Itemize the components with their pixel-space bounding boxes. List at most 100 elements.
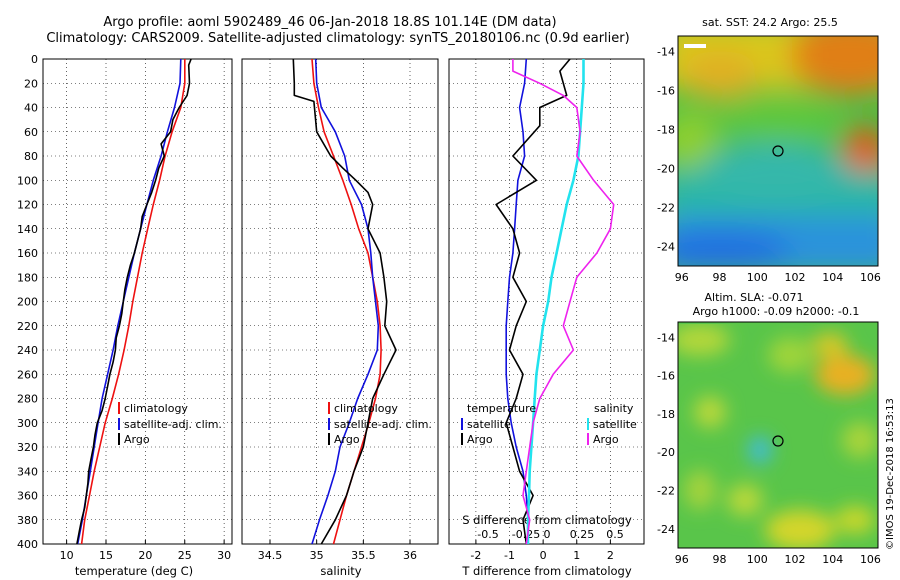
depth-tick-label: 120 xyxy=(17,199,38,212)
sst-map-frame xyxy=(677,35,879,267)
sla-x-tick-label: 106 xyxy=(860,553,881,566)
depth-tick-label: 320 xyxy=(17,441,38,454)
legend-label-climatology: climatology xyxy=(124,402,188,415)
depth-tick-label: 0 xyxy=(31,53,38,66)
series-line-temperature-argo xyxy=(495,58,571,545)
depth-tick-label: 360 xyxy=(17,490,38,503)
temperature-xlabel: temperature (deg C) xyxy=(75,564,193,578)
sla-y-tick-label: -14 xyxy=(657,331,675,344)
sla-map-frame xyxy=(677,321,879,549)
sla-map: Altim. SLA: -0.071 Argo h1000: -0.09 h20… xyxy=(657,291,881,566)
salinity-panel-frame xyxy=(241,58,439,545)
credit-text: ©IMOS 19-Dec-2018 16:53:13 xyxy=(885,398,896,550)
depth-tick-label: 20 xyxy=(24,77,38,90)
salinity-x-tick-label: 35.5 xyxy=(351,549,376,562)
x-axes: 10 15 20 25 30 34.5 35 35.5 36 -2 -1 0 1 2-0.5 -0.25 0 0… xyxy=(60,528,624,562)
difference-x-tick-label: 2 xyxy=(607,549,614,562)
profile-curves xyxy=(76,58,615,545)
sst-argo-marker xyxy=(772,145,784,157)
depth-tick-label: 60 xyxy=(24,126,38,139)
legend-header-temperature: temperature xyxy=(467,402,536,415)
series-line-salinity-argo xyxy=(512,59,615,545)
sla-x-tick-label: 100 xyxy=(747,553,768,566)
series-line-climatology xyxy=(80,59,186,545)
depth-tick-label: 80 xyxy=(24,150,38,163)
salinity-x-tick-label: 35 xyxy=(310,549,324,562)
sst-x-tick-label: 98 xyxy=(713,271,727,284)
sst-x-tick-label: 106 xyxy=(860,271,881,284)
sla-y-tick-label: -24 xyxy=(657,523,675,536)
depth-axis: 0 20 40 60 80 100 120 140 160 180 200 220 240 260 280 3… xyxy=(17,53,38,551)
legend-label-satellite: satellite-adj. clim. xyxy=(334,418,432,431)
s-difference-label: S difference from climatology xyxy=(462,513,632,527)
legend-label-argo: Argo xyxy=(124,433,150,446)
temperature-x-tick-label: 15 xyxy=(99,549,113,562)
legend-label-t-satellite: satellite xyxy=(467,418,511,431)
sst-y-tick-label: -20 xyxy=(657,163,675,176)
legend-label-satellite: satellite-adj. clim. xyxy=(124,418,222,431)
sst-y-tick-label: -16 xyxy=(657,85,675,98)
profile-panels xyxy=(42,58,645,545)
temperature-legend: climatology satellite-adj. clim. Argo xyxy=(118,402,222,446)
temperature-x-tick-label: 30 xyxy=(217,549,231,562)
depth-tick-label: 220 xyxy=(17,320,38,333)
series-line-satellite-adj-clim- xyxy=(76,58,182,545)
temperature-x-tick-label: 25 xyxy=(178,549,192,562)
s-diff-tick-label: 0.5 xyxy=(606,528,624,541)
series-line-satellite-adj-clim- xyxy=(311,58,380,545)
depth-tick-label: 100 xyxy=(17,174,38,187)
depth-tick-label: 340 xyxy=(17,465,38,478)
depth-tick-label: 160 xyxy=(17,247,38,260)
series-line-temperature-satellite xyxy=(505,58,529,544)
depth-tick-label: 380 xyxy=(17,514,38,527)
difference-x-tick-label: 0 xyxy=(540,549,547,562)
difference-x-tick-label: -1 xyxy=(504,549,515,562)
temperature-panel-frame xyxy=(42,58,233,545)
sst-x-tick-label: 96 xyxy=(675,271,689,284)
figure-title-line2: Climatology: CARS2009. Satellite-adjuste… xyxy=(46,31,629,46)
salinity-xlabel: salinity xyxy=(320,564,361,578)
sla-y-tick-label: -22 xyxy=(657,485,675,498)
salinity-x-tick-label: 36 xyxy=(403,549,417,562)
sst-x-tick-label: 100 xyxy=(747,271,768,284)
depth-tick-label: 240 xyxy=(17,344,38,357)
depth-tick-label: 140 xyxy=(17,223,38,236)
series-line-salinity-satellite xyxy=(526,59,585,544)
sst-x-tick-label: 102 xyxy=(784,271,805,284)
sla-map-title-line1: Altim. SLA: -0.071 xyxy=(704,291,803,304)
s-diff-tick-label: 0 xyxy=(544,528,551,541)
sla-x-tick-label: 98 xyxy=(713,553,727,566)
sst-scale-bar xyxy=(684,44,706,48)
depth-tick-label: 400 xyxy=(17,538,38,551)
depth-tick-label: 300 xyxy=(17,417,38,430)
sst-map-title: sat. SST: 24.2 Argo: 25.5 xyxy=(702,16,838,29)
sla-y-tick-label: -20 xyxy=(657,446,675,459)
difference-x-tick-label: 1 xyxy=(573,549,580,562)
difference-xlabel: T difference from climatology xyxy=(461,564,632,578)
depth-tick-label: 200 xyxy=(17,296,38,309)
sst-y-tick-label: -24 xyxy=(657,241,675,254)
legend-label-climatology: climatology xyxy=(334,402,398,415)
sst-y-tick-label: -18 xyxy=(657,124,675,137)
legend-label-s-satellite: satellite xyxy=(593,418,637,431)
difference-legend: temperature satellite Argo salinity sate… xyxy=(461,402,637,446)
sst-x-tick-label: 104 xyxy=(822,271,843,284)
sla-argo-marker xyxy=(772,435,784,447)
sst-map: sat. SST: 24.2 Argo: 25.5 96 98 100 102 104 1… xyxy=(657,16,881,284)
legend-label-s-argo: Argo xyxy=(593,433,619,446)
depth-tick-label: 180 xyxy=(17,271,38,284)
depth-tick-label: 280 xyxy=(17,393,38,406)
difference-x-tick-label: -2 xyxy=(470,549,481,562)
s-diff-tick-label: -0.25 xyxy=(512,528,540,541)
legend-label-t-argo: Argo xyxy=(467,433,493,446)
temperature-x-tick-label: 10 xyxy=(60,549,74,562)
salinity-x-tick-label: 34.5 xyxy=(258,549,283,562)
series-line-argo xyxy=(76,58,192,545)
sla-x-tick-label: 96 xyxy=(675,553,689,566)
series-line-argo xyxy=(292,58,397,545)
sst-y-tick-label: -14 xyxy=(657,46,675,59)
depth-tick-label: 40 xyxy=(24,102,38,115)
difference-panel-frame xyxy=(448,58,645,545)
s-diff-tick-label: 0.25 xyxy=(570,528,595,541)
